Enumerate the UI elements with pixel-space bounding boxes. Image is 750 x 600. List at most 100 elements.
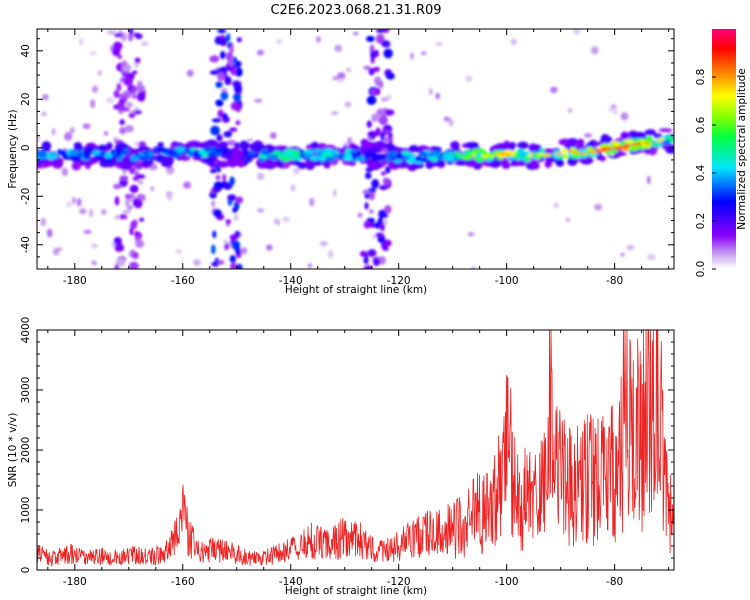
heat-band-blob	[147, 150, 154, 157]
heat-streak-blob	[363, 65, 371, 70]
colorbar-tick-label: 0.0	[695, 261, 707, 278]
colorbar-label: Normalized spectral amplitude	[736, 68, 748, 229]
heat-band-blob	[430, 155, 439, 162]
heat-speckle	[106, 30, 116, 35]
heat-streak-blob	[217, 71, 225, 82]
snr-x-tick-label: -80	[606, 576, 623, 588]
heat-band-halo	[465, 141, 479, 148]
heat-band-core	[490, 155, 494, 158]
heat-streak-blob	[124, 193, 131, 200]
heat-band-blob	[56, 149, 63, 155]
heat-band-halo	[41, 141, 52, 151]
heat-band-blob	[343, 155, 353, 161]
heat-band-blob	[446, 155, 456, 162]
snr-y-label: SNR (10 * v/v)	[7, 413, 19, 488]
spectrogram-x-tick-label: -100	[495, 275, 519, 287]
heat-band-halo	[138, 146, 150, 151]
heat-band-blob	[260, 150, 271, 155]
heat-band-halo	[528, 143, 538, 153]
heat-band-core	[567, 150, 573, 153]
heat-band-blob	[311, 155, 323, 161]
heat-speckle	[186, 69, 194, 77]
heat-speckle	[331, 111, 339, 116]
heat-band-halo	[239, 140, 250, 151]
heat-speckle	[352, 31, 359, 36]
heat-speckle	[101, 208, 107, 216]
heat-band-halo	[578, 157, 593, 163]
heat-band-core	[557, 152, 564, 155]
heat-band-blob	[244, 157, 251, 162]
heat-streak-blob	[226, 33, 231, 42]
heat-speckle	[63, 132, 73, 141]
heat-streak-blob	[120, 107, 130, 112]
heat-streak-blob	[114, 243, 125, 252]
heat-band-blob	[400, 151, 411, 156]
heat-streak-blob	[368, 67, 375, 76]
heat-band-core	[601, 149, 606, 152]
heat-band-blob	[432, 150, 439, 156]
heat-band-blob	[235, 156, 244, 161]
heat-speckle	[293, 167, 300, 175]
heat-band-blob	[350, 149, 358, 154]
heat-band-blob	[515, 150, 521, 155]
heat-streak-blob	[375, 232, 385, 238]
colorbar-gradient	[712, 29, 736, 269]
heat-band-halo	[644, 129, 657, 136]
heat-streak-blob	[383, 48, 393, 59]
heat-band-halo	[322, 144, 336, 149]
heat-speckle	[226, 139, 236, 146]
heat-streak-blob	[215, 99, 224, 106]
heat-streak-blob	[217, 260, 225, 265]
heat-streak-blob	[114, 214, 119, 220]
heat-streak-blob	[379, 184, 388, 191]
heat-streak-blob	[135, 33, 143, 40]
heat-streak-blob	[235, 104, 241, 113]
heat-speckle	[92, 85, 99, 94]
heat-speckle	[71, 196, 76, 205]
heat-band-blob	[104, 152, 113, 159]
heat-band-blob	[141, 150, 150, 156]
heat-speckle	[335, 78, 345, 83]
heat-band-halo	[97, 144, 109, 151]
heat-streak-blob	[123, 76, 133, 86]
heat-streak-blob	[113, 236, 122, 246]
heat-band-blob	[453, 151, 460, 156]
heat-band-core	[536, 153, 543, 156]
heat-speckle	[309, 197, 315, 207]
heat-band-blob	[280, 155, 292, 162]
heat-streak-blob	[132, 252, 139, 259]
heat-band-blob	[385, 157, 392, 162]
heat-streak-blob	[209, 168, 218, 174]
heat-speckle	[141, 40, 149, 47]
heat-streak-blob	[369, 191, 375, 201]
heat-streak-blob	[137, 179, 144, 185]
heat-band-blob	[539, 148, 545, 153]
heat-band-blob	[441, 156, 448, 161]
heat-streak-blob	[235, 196, 244, 204]
heat-speckle	[79, 208, 87, 215]
heat-band-halo	[577, 138, 585, 146]
heat-streak-blob	[365, 35, 375, 42]
heat-streak-blob	[126, 205, 134, 210]
heat-streak-blob	[128, 29, 134, 35]
heat-band-core	[573, 151, 578, 154]
heat-band-core	[660, 138, 665, 141]
heat-streak-blob	[220, 91, 229, 101]
heat-band-blob	[70, 150, 80, 156]
heat-band-halo	[517, 141, 529, 150]
heat-speckle	[345, 67, 352, 72]
heat-streak-blob	[119, 119, 125, 126]
heat-speckle	[315, 35, 322, 43]
heat-speckle	[613, 110, 619, 114]
heat-speckle	[166, 193, 172, 201]
heat-speckle	[344, 101, 352, 108]
heat-speckle	[275, 39, 283, 45]
heat-speckle	[554, 202, 559, 209]
heat-streak-blob	[364, 266, 373, 269]
heat-streak-blob	[366, 95, 377, 105]
heat-speckle	[567, 107, 573, 114]
heat-streak-blob	[132, 70, 138, 75]
heat-band-core	[578, 152, 585, 155]
heat-band-halo	[71, 161, 82, 171]
snr-x-tick-label: -120	[387, 576, 411, 588]
